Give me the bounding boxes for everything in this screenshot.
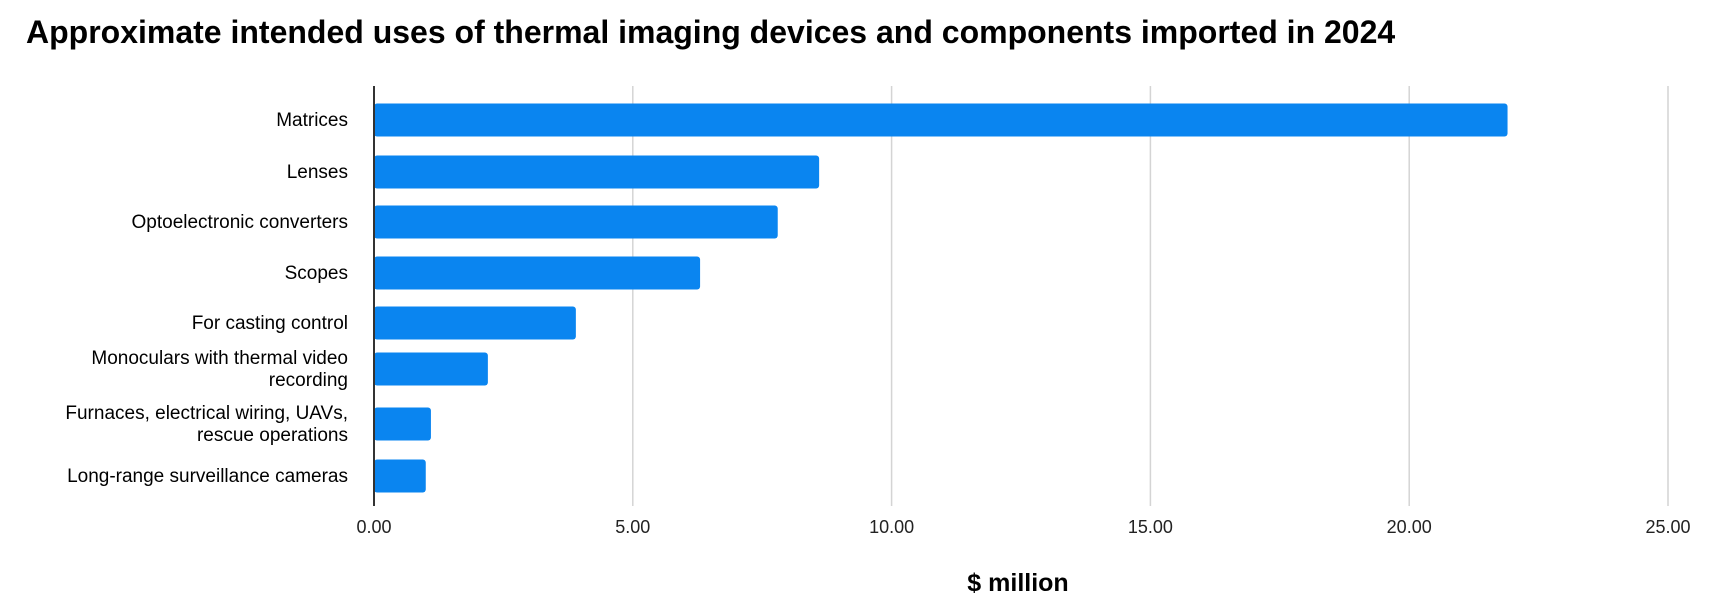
category-label: Scopes bbox=[285, 263, 348, 284]
category-labels: Matrices Lenses Optoelectronic converters S… bbox=[65, 110, 348, 487]
category-label: For casting control bbox=[192, 313, 348, 334]
category-label: Furnaces, electrical wiring, UAVs, rescue… bbox=[65, 403, 348, 446]
x-tick-label: 10.00 bbox=[869, 517, 914, 537]
chart-title: Approximate intended uses of thermal ima… bbox=[26, 14, 1396, 50]
bar bbox=[374, 205, 778, 239]
x-tick-label: 20.00 bbox=[1387, 517, 1432, 537]
category-label: Long-range surveillance cameras bbox=[67, 466, 348, 487]
bar bbox=[374, 352, 488, 386]
x-axis-title: $ million bbox=[967, 569, 1068, 597]
category-label: Matrices bbox=[276, 110, 348, 131]
category-label: Lenses bbox=[287, 162, 348, 183]
category-label: Monoculars with thermal video recording bbox=[91, 348, 348, 391]
bar bbox=[374, 306, 576, 340]
x-tick-label: 0.00 bbox=[356, 517, 391, 537]
bar bbox=[374, 103, 1508, 137]
x-tick-label: 15.00 bbox=[1128, 517, 1173, 537]
gridlines bbox=[632, 86, 1669, 506]
category-label: Optoelectronic converters bbox=[132, 212, 349, 233]
x-tick-labels: 0.00 5.00 10.00 15.00 20.00 25.00 bbox=[356, 517, 1690, 537]
bars bbox=[374, 103, 1508, 493]
bar bbox=[374, 155, 820, 189]
bar bbox=[374, 459, 426, 493]
bar bbox=[374, 407, 431, 441]
x-tick-label: 25.00 bbox=[1645, 517, 1690, 537]
bar bbox=[374, 256, 701, 290]
x-tick-label: 5.00 bbox=[615, 517, 650, 537]
